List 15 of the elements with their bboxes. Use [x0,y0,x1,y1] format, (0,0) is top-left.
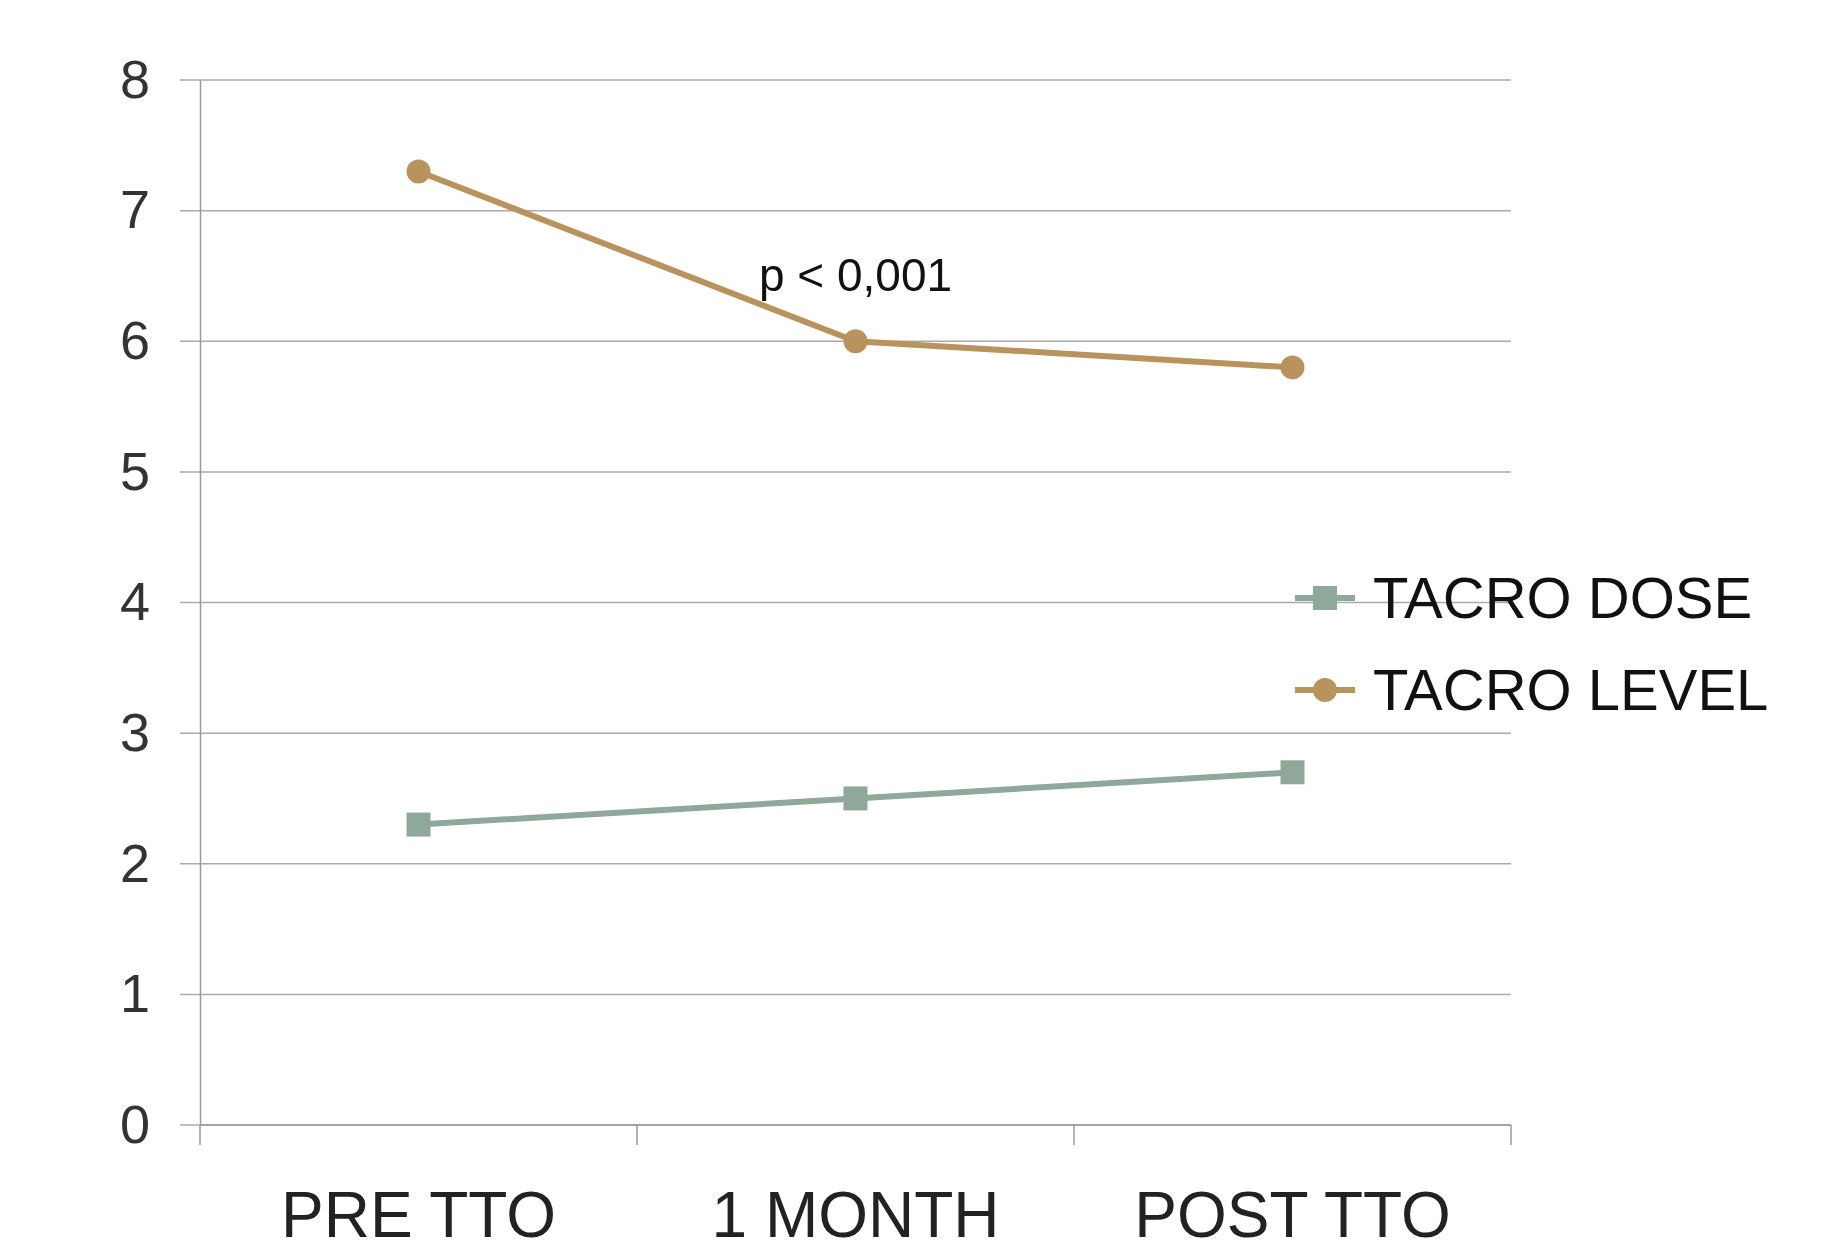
y-tick-label: 2 [119,832,150,893]
y-tick-label: 1 [119,963,150,1024]
y-tick-label: 5 [119,440,150,501]
legend-label: TACRO LEVEL [1373,657,1769,722]
x-tick-label: 1 MONTH [711,1179,1000,1249]
y-tick-label: 8 [119,48,150,109]
y-tick-label: 6 [119,310,150,371]
y-tick-label: 0 [119,1093,150,1154]
y-tick-label: 4 [119,571,150,632]
legend-label: TACRO DOSE [1373,565,1753,630]
y-tick-label: 3 [119,701,150,762]
annotation: p < 0,001 [758,249,953,302]
y-tick-label: 7 [119,179,150,240]
x-tick-label: POST TTO [1134,1179,1451,1249]
x-tick-label: PRE TTO [280,1179,557,1249]
